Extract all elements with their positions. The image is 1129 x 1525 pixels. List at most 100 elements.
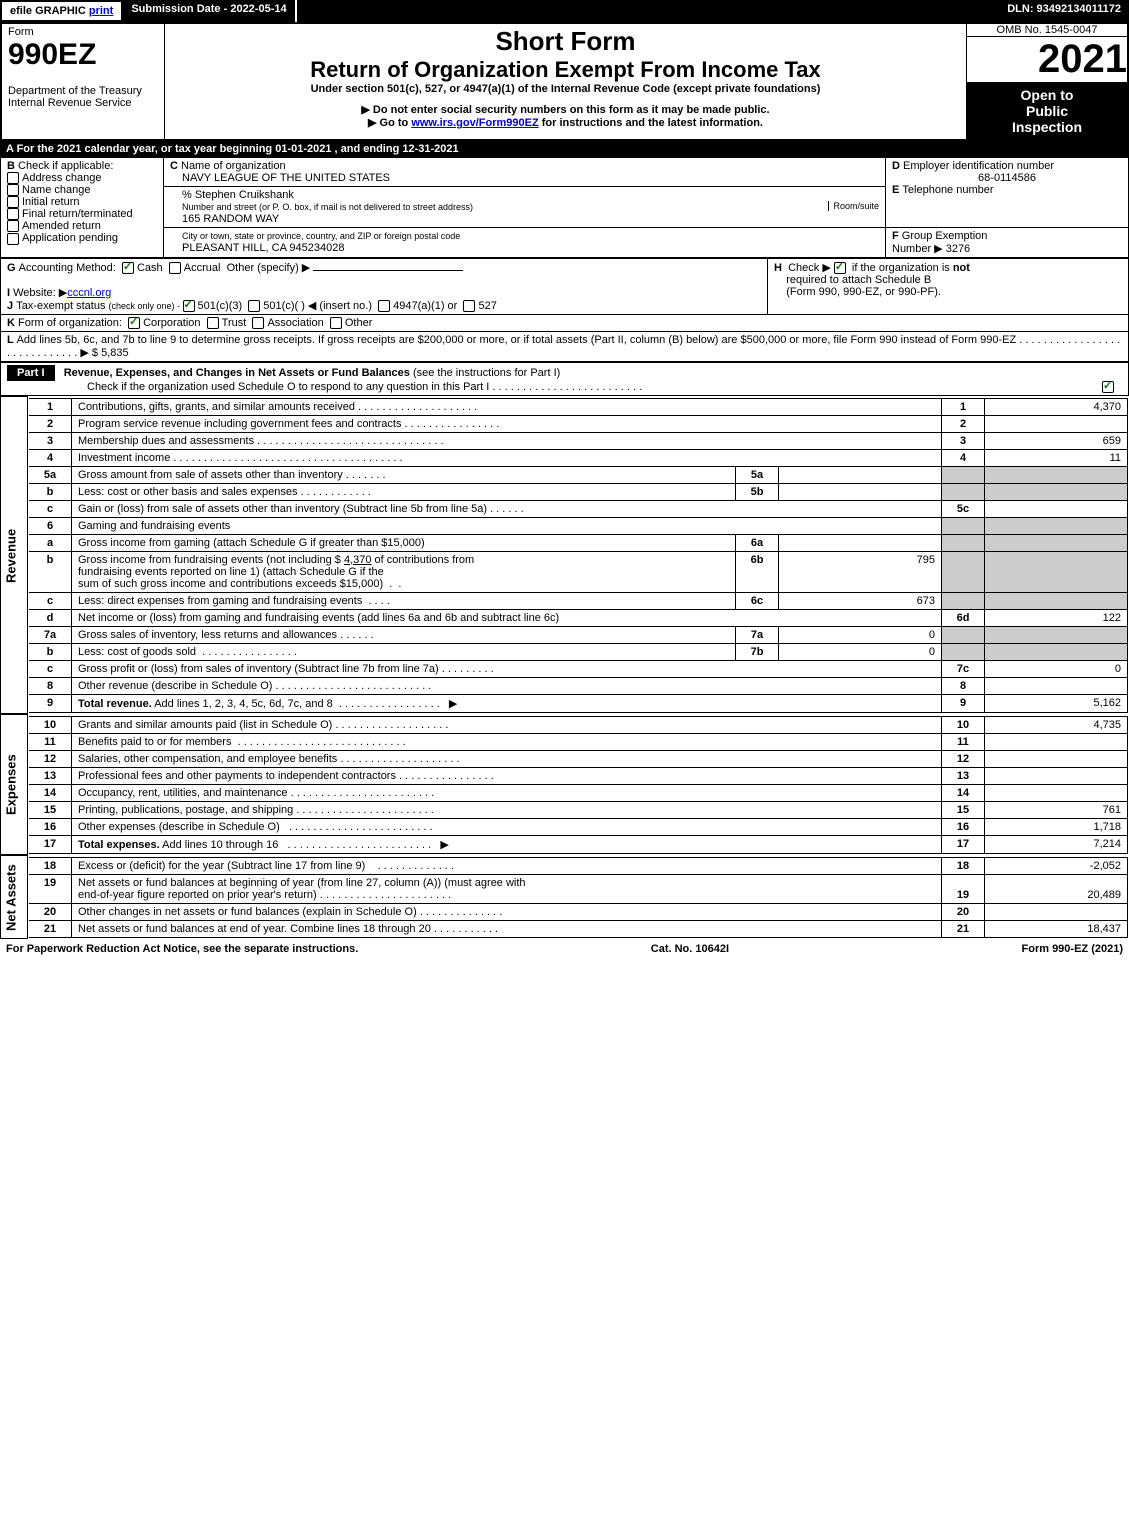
netassets-table: 18Excess or (deficit) for the year (Subt… [29,857,1128,938]
line-6b: b Gross income from fundraising events (… [29,551,1128,592]
line-14: 14Occupancy, rent, utilities, and mainte… [29,784,1128,801]
line-10: 10Grants and similar amounts paid (list … [29,716,1128,733]
part1-row: Part I Revenue, Expenses, and Changes in… [1,363,1129,396]
checkbox-address-change[interactable] [7,172,19,184]
line-g: G Accounting Method: Cash Accrual Other … [1,259,768,315]
line-9: 9Total revenue. Add lines 1, 2, 3, 4, 5c… [29,694,1128,712]
checkbox-name-change[interactable] [7,184,19,196]
checkbox-501c3[interactable] [183,300,195,312]
gross-receipts-value: $ 5,835 [92,347,129,359]
group-exemption-value: 3276 [946,243,970,255]
box-f: F Group Exemption Number ▶ 3276 [886,228,1129,258]
form-label: Form [8,26,34,38]
line-a-bar: A For the 2021 calendar year, or tax yea… [0,141,1129,157]
line-l: L Add lines 5b, 6c, and 7b to line 9 to … [1,332,1129,362]
print-link[interactable]: print [89,5,113,17]
website-link[interactable]: cccnl.org [67,287,111,299]
checkbox-accrual[interactable] [169,262,181,274]
subtitle-3: ▶ Go to www.irs.gov/Form990EZ for instru… [171,116,960,129]
ein-value: 68-0114586 [892,172,1122,184]
revenue-section: Revenue 1Contributions, gifts, grants, a… [0,396,1129,714]
subtitle-1: Under section 501(c), 527, or 4947(a)(1)… [171,83,960,95]
checkbox-h[interactable] [834,262,846,274]
checkbox-other-org[interactable] [330,317,342,329]
part1-label: Part I [7,365,55,381]
checkbox-corporation[interactable] [128,317,140,329]
netassets-section: Net Assets 18Excess or (deficit) for the… [0,855,1129,939]
open-cell: Open to Public Inspection [967,83,1129,141]
line-15: 15Printing, publications, postage, and s… [29,801,1128,818]
efile-text: efile GRAPHIC [10,5,89,17]
year-cell: OMB No. 1545-0047 2021 [967,23,1129,83]
top-bar: efile GRAPHIC print Submission Date - 20… [0,0,1129,22]
line-12: 12Salaries, other compensation, and empl… [29,750,1128,767]
tax-year: 2021 [967,37,1127,82]
checkbox-association[interactable] [252,317,264,329]
dept-cell: Department of the Treasury Internal Reve… [1,83,165,141]
efile-tag: efile GRAPHIC print [0,0,123,22]
dept-line-2: Internal Revenue Service [8,97,132,109]
line-11: 11Benefits paid to or for members . . . … [29,733,1128,750]
box-c-name: C Name of organization NAVY LEAGUE OF TH… [164,158,886,187]
title-cell: Short Form Return of Organization Exempt… [165,23,967,140]
irs-link[interactable]: www.irs.gov/Form990EZ [411,117,538,129]
line-6d: dNet income or (loss) from gaming and fu… [29,609,1128,626]
omb-number: OMB No. 1545-0047 [967,24,1127,37]
line-5b: bLess: cost or other basis and sales exp… [29,483,1128,500]
submission-date: Submission Date - 2022-05-14 [123,0,296,22]
revenue-table: 1Contributions, gifts, grants, and simil… [29,398,1128,713]
box-b: B Check if applicable: Address change Na… [1,158,164,258]
line-4: 4Investment income . . . . . . . . . . .… [29,449,1128,466]
expenses-section: Expenses 10Grants and similar amounts pa… [0,714,1129,855]
dln: DLN: 93492134011172 [999,0,1129,22]
part1-header: Part I Revenue, Expenses, and Changes in… [0,362,1129,396]
footer-right: Form 990-EZ (2021) [1022,943,1124,955]
expenses-table: 10Grants and similar amounts paid (list … [29,716,1128,854]
line-k: K Form of organization: Corporation Trus… [1,315,1129,332]
line-7b: bLess: cost of goods sold . . . . . . . … [29,643,1128,660]
dept-line-1: Department of the Treasury [8,85,142,97]
checkbox-final-return[interactable] [7,208,19,220]
expenses-label: Expenses [1,715,28,855]
line-19: 19Net assets or fund balances at beginni… [29,874,1128,903]
checkbox-501c[interactable] [248,300,260,312]
line-1: 1Contributions, gifts, grants, and simil… [29,398,1128,415]
footer-left: For Paperwork Reduction Act Notice, see … [6,943,358,955]
form-cell: Form 990EZ [1,23,165,83]
checkbox-initial-return[interactable] [7,196,19,208]
line-16: 16Other expenses (describe in Schedule O… [29,818,1128,835]
line-13: 13Professional fees and other payments t… [29,767,1128,784]
checkbox-amended-return[interactable] [7,220,19,232]
line-8: 8Other revenue (describe in Schedule O) … [29,677,1128,694]
box-d-e: D Employer identification number 68-0114… [886,158,1129,228]
line-h: H Check ▶ if the organization is not req… [768,259,1129,315]
netassets-label: Net Assets [1,856,28,939]
main-title: Return of Organization Exempt From Incom… [171,57,960,83]
line-6c: cLess: direct expenses from gaming and f… [29,592,1128,609]
line-3: 3Membership dues and assessments . . . .… [29,432,1128,449]
line-21: 21Net assets or fund balances at end of … [29,920,1128,937]
open-to-public-box: Open to Public Inspection [967,83,1127,139]
line-7a: 7aGross sales of inventory, less returns… [29,626,1128,643]
line-17: 17Total expenses. Add lines 10 through 1… [29,835,1128,853]
checkbox-cash[interactable] [122,262,134,274]
page-footer: For Paperwork Reduction Act Notice, see … [0,939,1129,959]
checkbox-schedule-o[interactable] [1102,381,1114,393]
checkbox-4947[interactable] [378,300,390,312]
line-5a: 5aGross amount from sale of assets other… [29,466,1128,483]
checkbox-trust[interactable] [207,317,219,329]
org-name: NAVY LEAGUE OF THE UNITED STATES [170,172,390,184]
info-block: B Check if applicable: Address change Na… [0,157,1129,258]
line-5c: cGain or (loss) from sale of assets othe… [29,500,1128,517]
line-2: 2Program service revenue including gover… [29,415,1128,432]
line-7c: cGross profit or (loss) from sales of in… [29,660,1128,677]
checkbox-527[interactable] [463,300,475,312]
line-6a: aGross income from gaming (attach Schedu… [29,534,1128,551]
box-c-street: % Stephen Cruikshank Number and street (… [164,187,886,228]
short-form-title: Short Form [171,26,960,57]
box-c-city: City or town, state or province, country… [164,228,886,258]
form-number: 990EZ [8,38,96,71]
checkbox-application-pending[interactable] [7,233,19,245]
line-20: 20Other changes in net assets or fund ba… [29,903,1128,920]
line-18: 18Excess or (deficit) for the year (Subt… [29,857,1128,874]
